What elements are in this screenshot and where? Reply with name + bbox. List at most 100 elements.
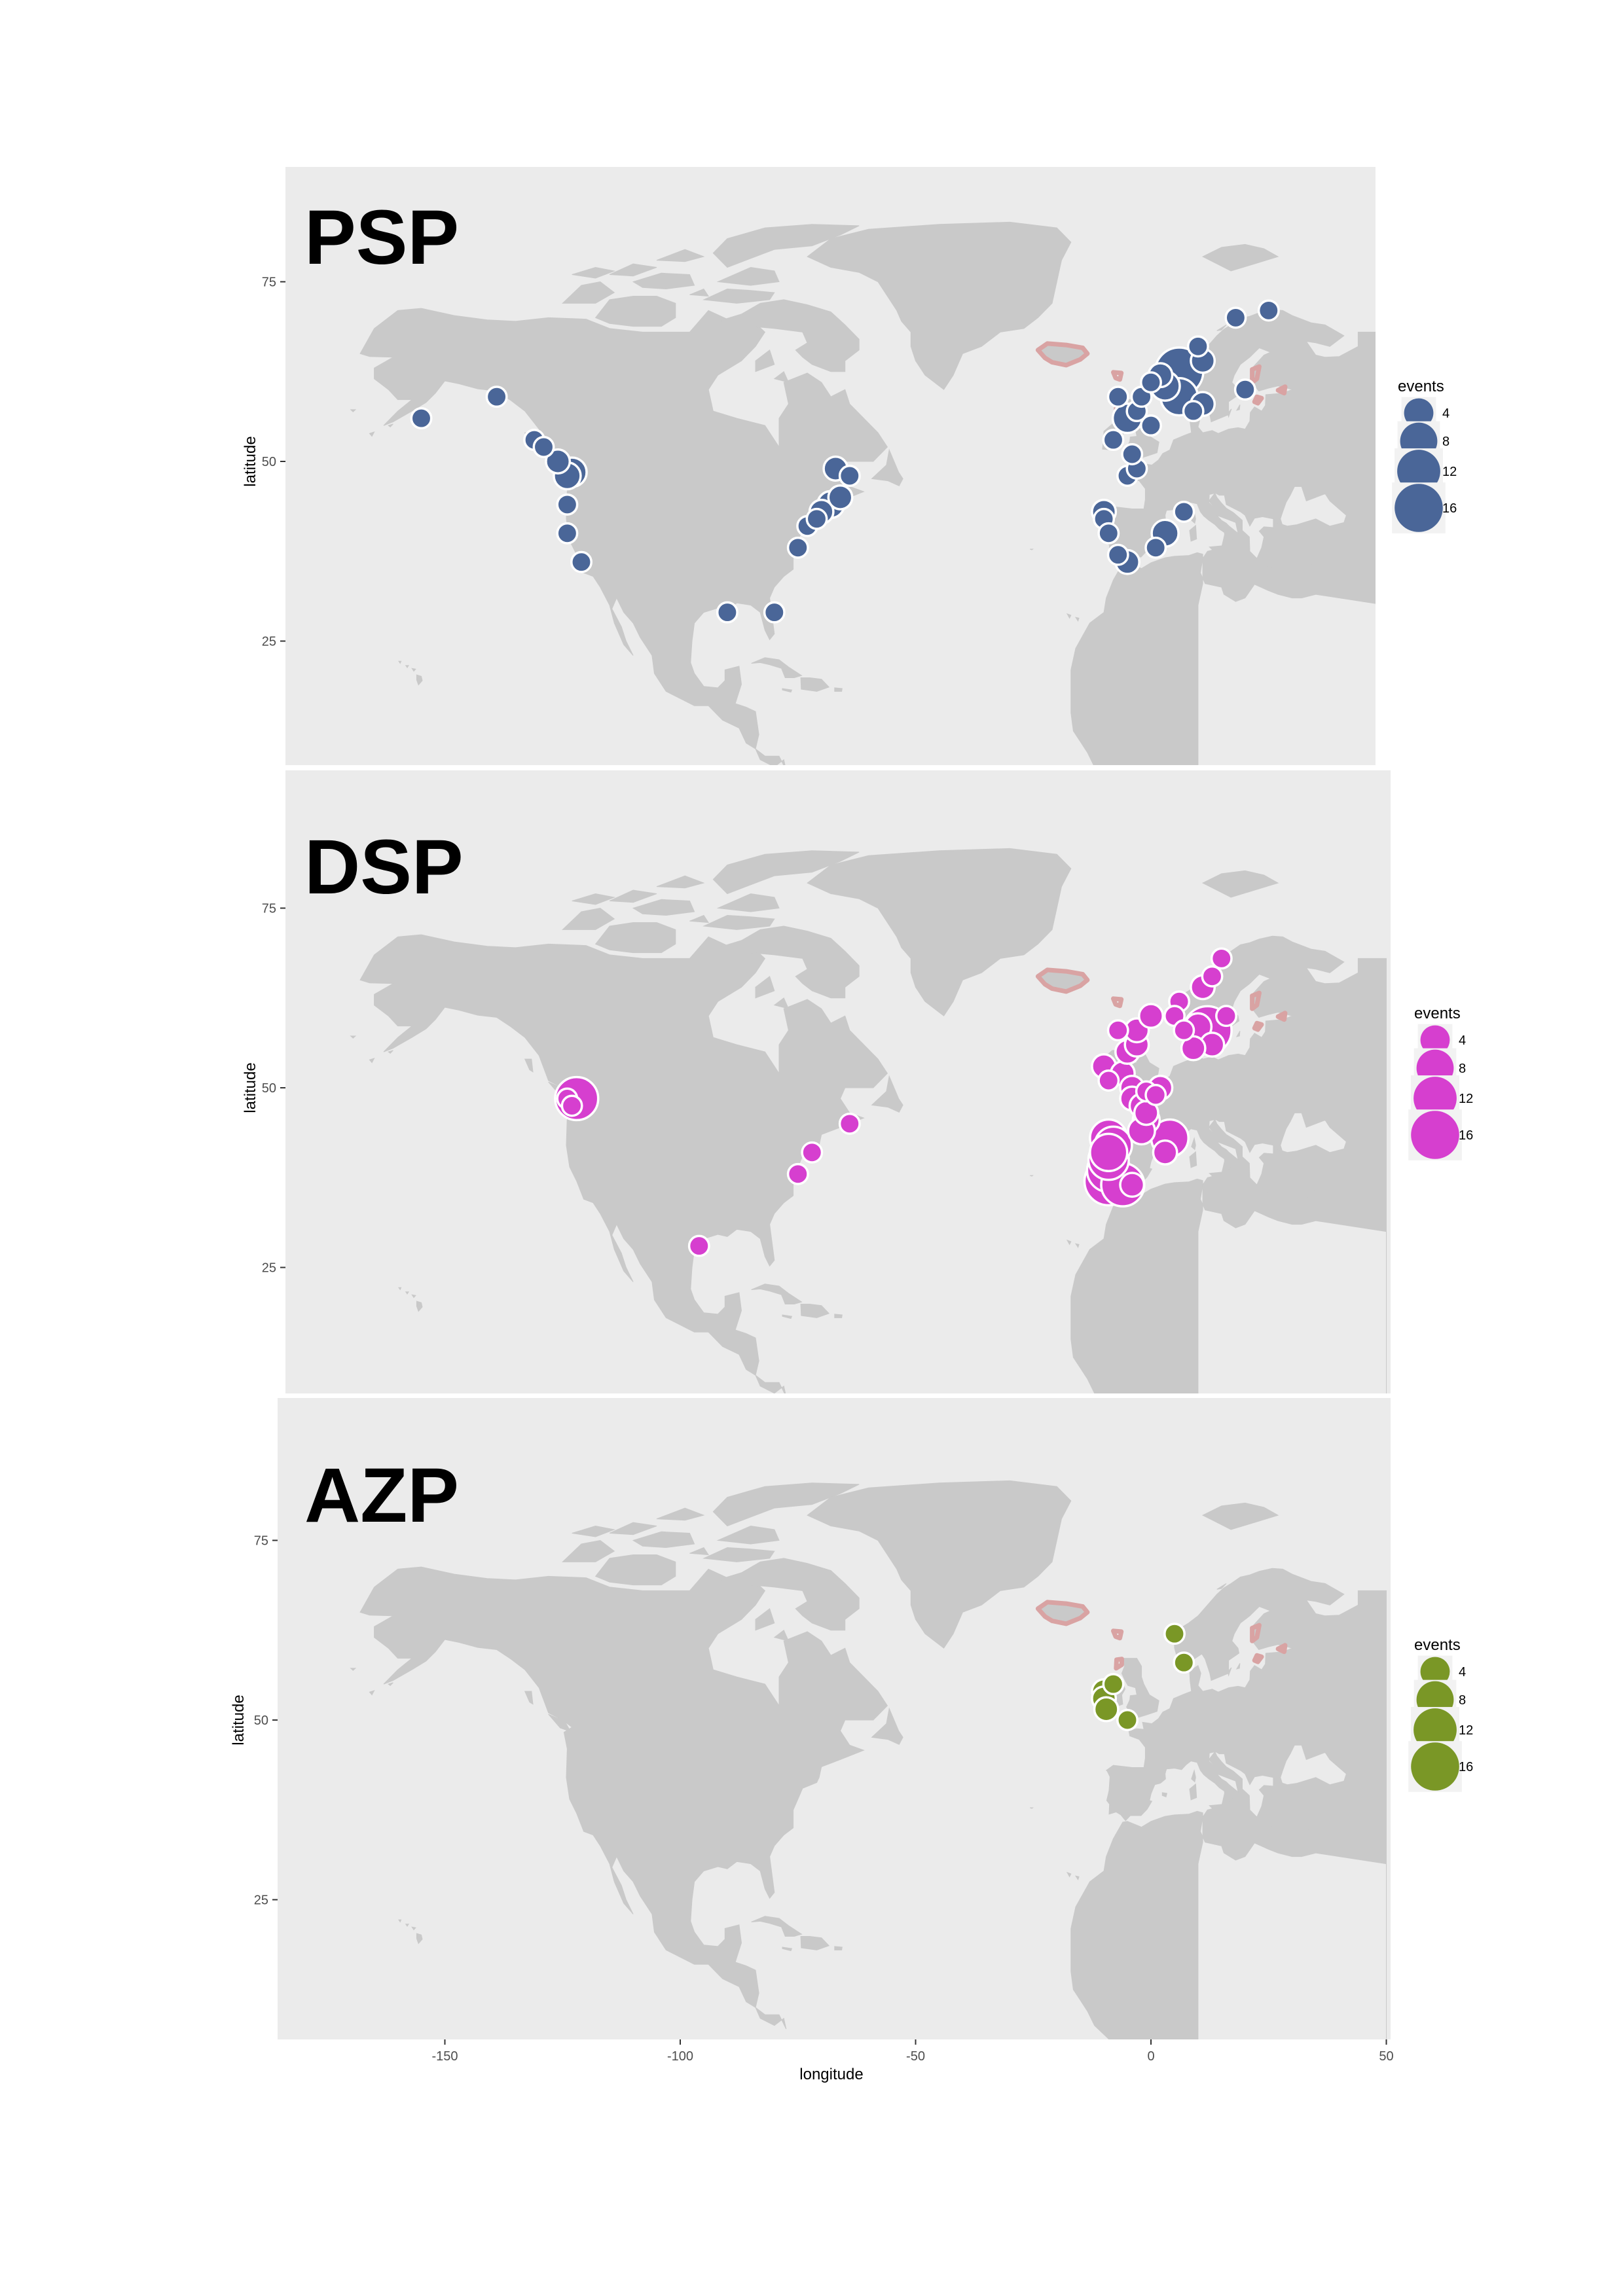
dsp-y-axis: 25 50 75	[262, 902, 285, 1276]
event-point	[532, 436, 555, 458]
land-shape	[754, 747, 786, 765]
land-shape	[751, 1916, 803, 1937]
land-shape	[609, 1522, 657, 1535]
land-shape	[782, 688, 793, 693]
azp-panel-title: AZP	[304, 1452, 459, 1539]
x-tick-label: -150	[431, 2049, 458, 2064]
land-shape	[388, 1050, 393, 1054]
land-shape	[1227, 1667, 1232, 1677]
land-shape	[1066, 1871, 1072, 1878]
event-point	[1224, 306, 1247, 329]
land-shape	[1030, 548, 1034, 550]
land-shape	[1201, 243, 1279, 272]
y-tick-label: 50	[262, 1081, 276, 1096]
highlighted-region	[1252, 394, 1264, 406]
land-shape	[416, 1300, 423, 1312]
land-shape	[800, 677, 830, 692]
land-shape	[754, 2006, 787, 2030]
event-point	[1121, 443, 1144, 465]
psp-land	[350, 221, 1376, 765]
event-point	[1093, 1696, 1120, 1723]
land-shape	[834, 1314, 843, 1318]
legend-key-symbol	[1420, 1657, 1450, 1687]
azp-y-axis: 25 50 75	[254, 1534, 278, 1908]
event-point	[545, 448, 572, 475]
land-shape	[1074, 617, 1080, 622]
land-shape	[1261, 1191, 1275, 1196]
land-shape	[1070, 309, 1376, 765]
y-tick-label: 75	[254, 1534, 268, 1549]
legend-key-label: 16	[1459, 1128, 1473, 1143]
highlighted-region	[1252, 1020, 1264, 1032]
land-shape	[656, 1507, 705, 1521]
psp-panel-title: PSP	[304, 194, 459, 281]
event-point	[1201, 965, 1224, 988]
event-point	[560, 1094, 583, 1117]
land-shape	[594, 1554, 676, 1586]
land-shape	[712, 224, 860, 268]
land-shape	[1189, 524, 1197, 542]
event-point	[786, 1162, 809, 1185]
event-point	[1140, 371, 1162, 394]
azp-land	[350, 1480, 1391, 2039]
event-point	[570, 550, 593, 573]
land-shape	[609, 263, 657, 277]
land-shape	[656, 249, 705, 262]
land-shape	[773, 997, 790, 1009]
legend-title: events	[1414, 1636, 1461, 1654]
land-shape	[632, 899, 695, 916]
highlighted-region	[1111, 370, 1124, 382]
x-tick-label: -100	[667, 2049, 693, 2064]
event-point	[687, 1234, 710, 1257]
land-shape	[609, 889, 657, 903]
land-shape	[1074, 1243, 1080, 1248]
land-shape	[1070, 935, 1387, 1393]
land-shape	[350, 409, 357, 412]
event-point	[1119, 1172, 1146, 1198]
land-shape	[871, 1075, 903, 1113]
land-shape	[871, 1707, 903, 1745]
land-shape	[1191, 1768, 1196, 1783]
land-shape	[1201, 1502, 1279, 1530]
legend-key-label: 4	[1459, 1033, 1466, 1048]
land-shape	[416, 1933, 423, 1945]
psp-y-axis-title: latitude	[242, 436, 259, 486]
land-shape	[405, 1291, 410, 1295]
land-shape	[1209, 545, 1225, 558]
land-shape	[834, 687, 843, 692]
land-shape	[632, 272, 695, 290]
highlighted-region	[1250, 1623, 1262, 1643]
highlighted-region	[1250, 990, 1262, 1011]
event-point	[1152, 1139, 1178, 1166]
legend-title: events	[1414, 1005, 1461, 1022]
land-shape	[572, 266, 616, 279]
event-point	[716, 601, 739, 624]
land-shape	[1302, 1189, 1315, 1199]
highlighted-region	[1275, 384, 1288, 396]
land-shape	[716, 893, 780, 912]
land-shape	[388, 423, 393, 427]
land-shape	[1235, 1031, 1241, 1037]
land-shape	[1191, 1136, 1196, 1151]
land-shape	[1216, 324, 1227, 331]
event-point	[410, 407, 433, 430]
azp-legend: events 4 8 12 16	[1408, 1636, 1473, 1792]
highlighted-region	[1252, 1653, 1264, 1664]
panel-psp: PSP 25 50 75 latitude events 4 8 12 16	[242, 167, 1457, 765]
land-shape	[1216, 1583, 1227, 1590]
land-shape	[807, 848, 1072, 1016]
land-shape	[712, 850, 860, 895]
legend-key-symbol	[1420, 1025, 1450, 1055]
land-shape	[1070, 1568, 1387, 2039]
land-shape	[548, 1713, 572, 1732]
land-shape	[1261, 565, 1275, 570]
event-point	[1116, 1709, 1139, 1731]
land-shape	[754, 1374, 786, 1393]
y-tick-label: 75	[262, 902, 276, 916]
y-tick-label: 75	[262, 276, 276, 290]
land-shape	[1235, 404, 1241, 411]
land-shape	[594, 922, 676, 954]
land-shape	[716, 266, 780, 286]
land-shape	[718, 925, 860, 999]
